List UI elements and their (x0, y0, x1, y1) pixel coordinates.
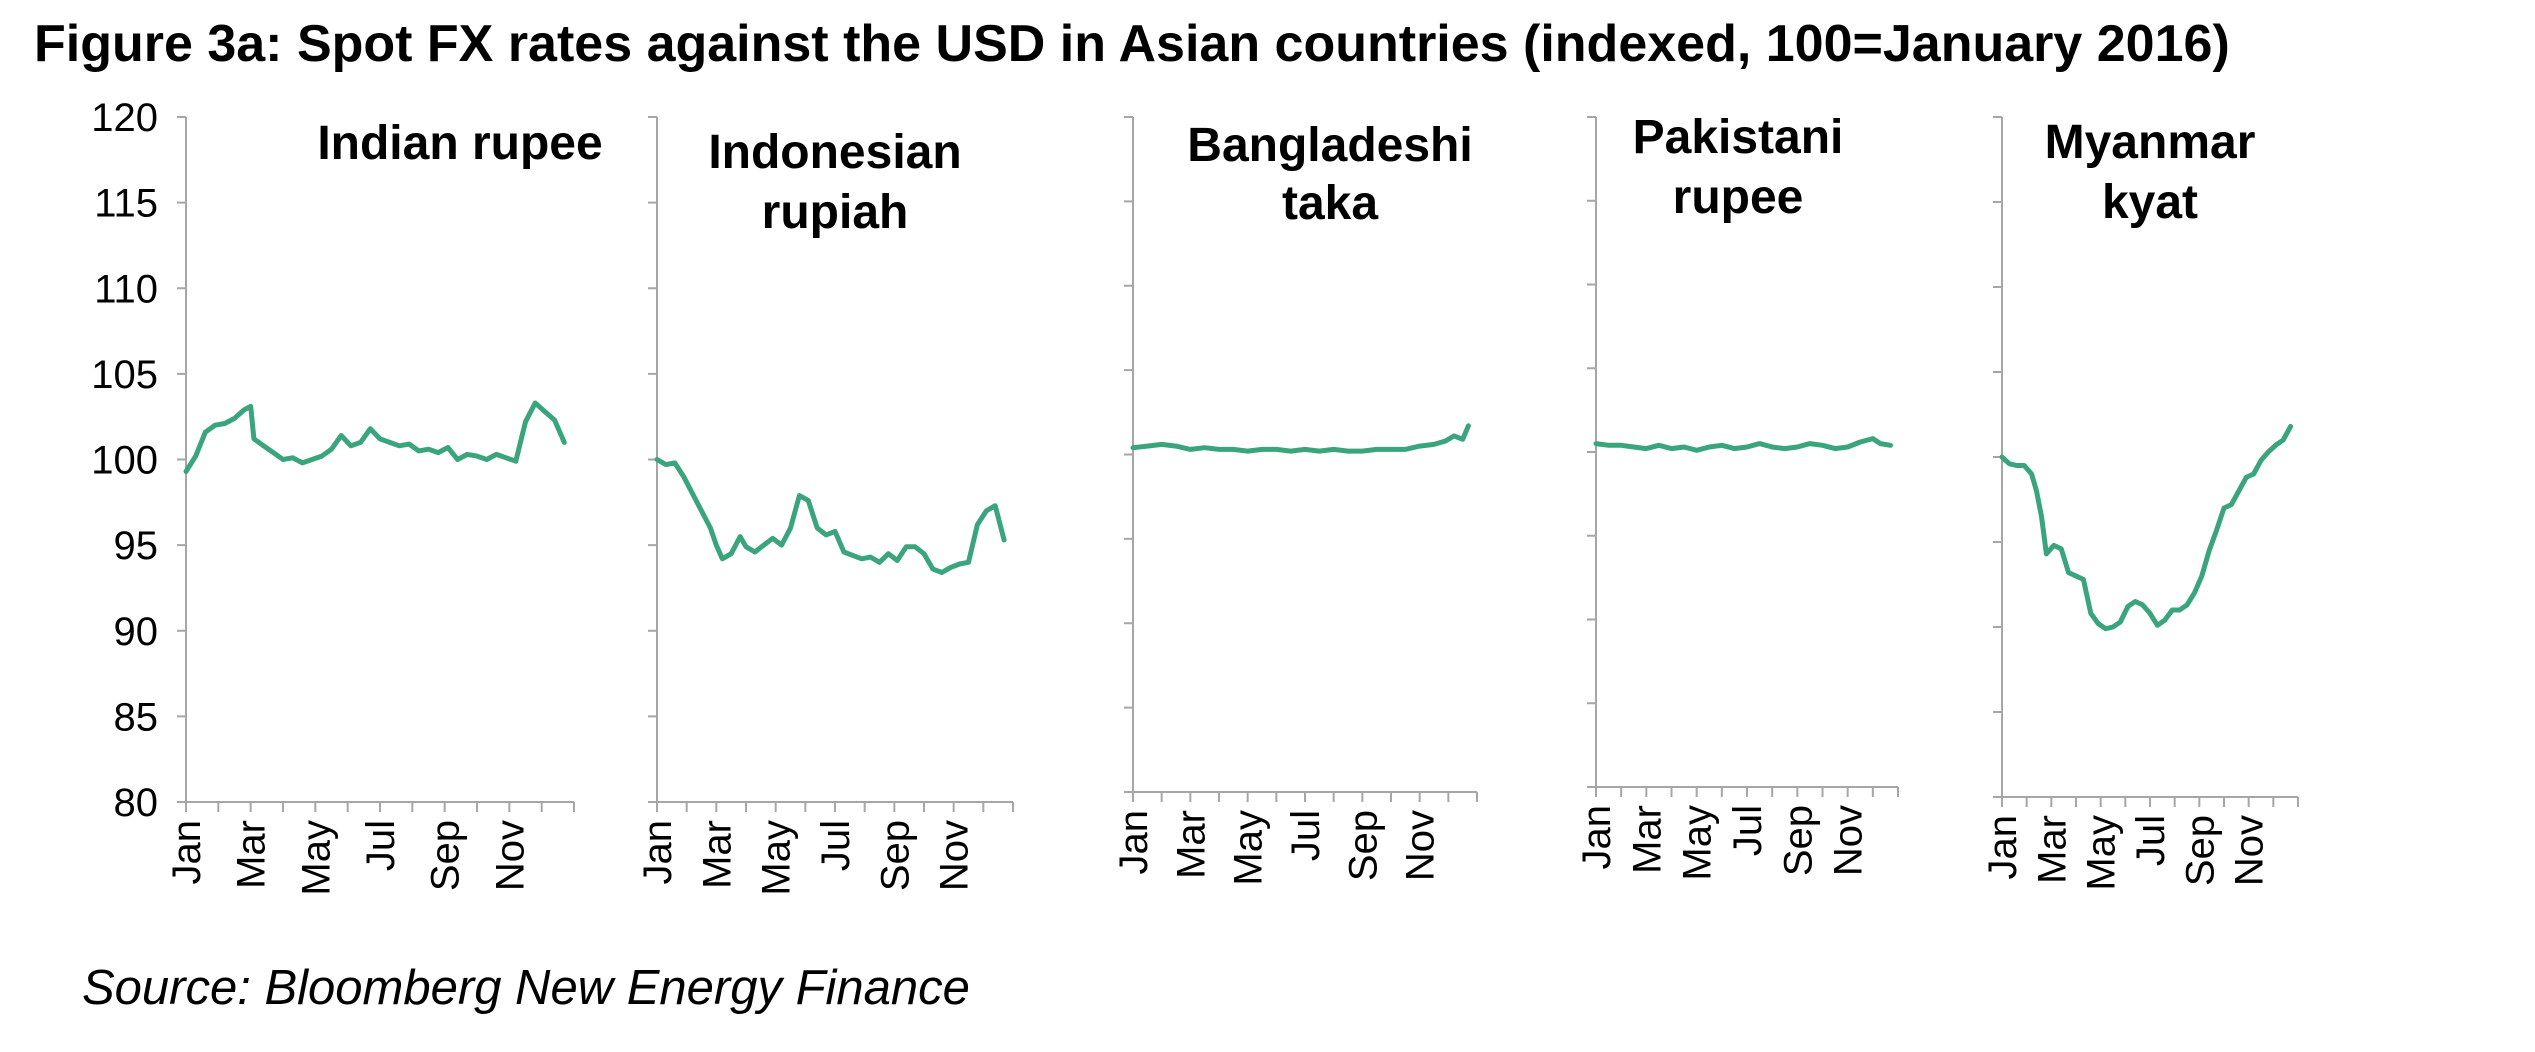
series-line-myanmar-kyat (1999, 423, 2294, 632)
panel-title: Bangladeshi (1187, 119, 1472, 172)
x-tick-label: Sep (1776, 805, 1820, 876)
x-tick-label: Jan (1981, 815, 2025, 880)
y-tick-label: 85 (114, 695, 159, 739)
y-tick-label: 90 (114, 610, 159, 654)
figure-title: Figure 3a: Spot FX rates against the USD… (34, 15, 2230, 73)
y-tick-label: 120 (91, 96, 158, 140)
x-tick-label: Jan (1575, 805, 1619, 870)
panel-title: Pakistani (1633, 111, 1844, 164)
x-tick-label: Jan (1112, 810, 1156, 875)
panel-indonesian-rupiah: Jan Mar May Jul Sep Nov Indonesian rupiah (636, 116, 1014, 896)
x-tick-label: Jan (636, 820, 680, 885)
panel-myanmar-kyat: Jan Mar May Jul Sep Nov Myanmar kyat (1981, 116, 2299, 891)
series-line-bangladeshi-taka (1130, 423, 1471, 454)
x-tick-label: Nov (2228, 815, 2272, 886)
x-tick-label: May (1227, 810, 1271, 886)
panel-title: rupiah (762, 186, 909, 239)
x-tick-label: Jul (814, 820, 858, 871)
x-tick-label: May (2080, 815, 2124, 891)
x-tick-label: Mar (230, 820, 274, 889)
x-tick-label: Nov (1399, 810, 1443, 881)
y-tick-label: 100 (91, 439, 158, 483)
x-tick-label: May (755, 820, 799, 896)
y-tick-label: 95 (114, 524, 159, 568)
y-tick-label: 80 (114, 781, 159, 825)
y-tick-label: 110 (94, 267, 158, 311)
panel-title: Indian rupee (317, 117, 602, 170)
x-tick-label: May (294, 820, 338, 896)
x-tick-label: Nov (488, 820, 532, 891)
x-tick-label: Mar (695, 820, 739, 889)
x-tick-label: Jul (1284, 810, 1328, 861)
x-tick-label: Nov (933, 820, 977, 891)
x-tick-label: Mar (1169, 810, 1213, 879)
x-tick-label: Jul (359, 820, 403, 871)
x-tick-label: Sep (2178, 815, 2222, 886)
x-tick-label: Sep (424, 820, 468, 891)
series-line-indian-rupee (183, 400, 567, 474)
panel-title: taka (1282, 177, 1378, 230)
x-tick-label: Jul (2129, 815, 2173, 866)
series-line-indonesian-rupiah (654, 457, 1007, 575)
panel-title: rupee (1673, 171, 1804, 224)
x-tick-label: Jul (1726, 805, 1770, 856)
y-tick-label: 115 (94, 182, 158, 226)
panel-pakistani-rupee: Jan Mar May Jul Sep Nov Pakistani rupee (1575, 111, 1899, 881)
x-tick-label: Mar (1625, 805, 1669, 874)
x-tick-label: May (1676, 805, 1720, 881)
series-line-pakistani-rupee (1593, 436, 1893, 453)
x-tick-label: Jan (165, 820, 209, 885)
x-tick-label: Nov (1827, 805, 1871, 876)
panel-title: kyat (2102, 176, 2198, 229)
x-tick-label: Mar (2030, 815, 2074, 884)
x-tick-label: Sep (873, 820, 917, 891)
y-tick-label: 105 (91, 353, 158, 397)
panel-title: Indonesian (708, 126, 961, 179)
panel-title: Myanmar (2045, 116, 2256, 169)
x-tick-label: Sep (1341, 810, 1385, 881)
source-note: Source: Bloomberg New Energy Finance (82, 961, 970, 1015)
